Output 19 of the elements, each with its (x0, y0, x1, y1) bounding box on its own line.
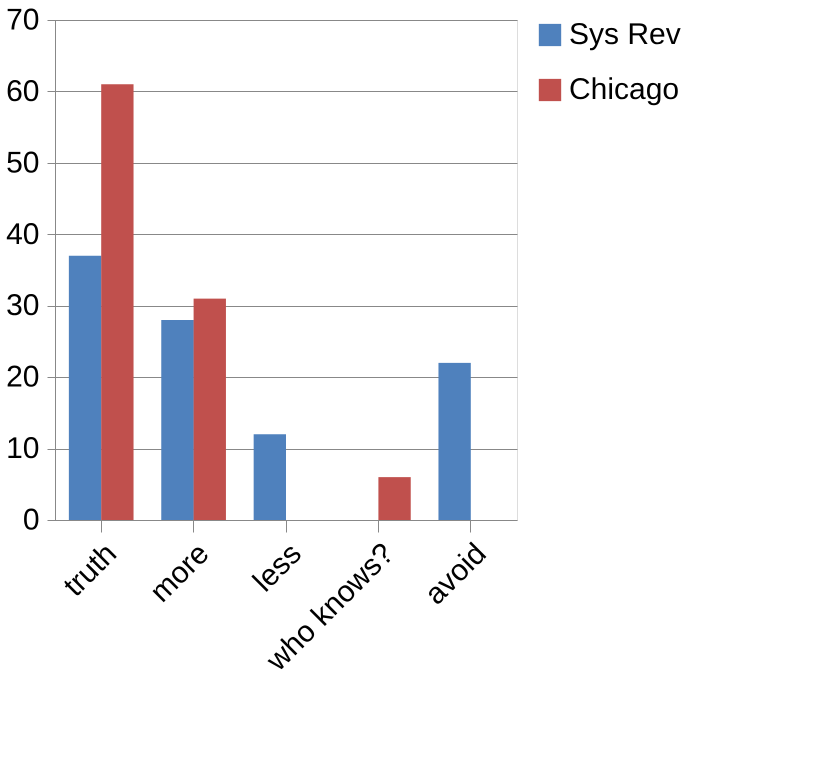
bar (101, 84, 134, 520)
x-tick-label: truth (57, 537, 124, 603)
y-tick-label: 10 (6, 432, 40, 466)
y-tick-label: 40 (6, 218, 40, 251)
legend-label: Sys Rev (569, 18, 681, 51)
bar (254, 434, 286, 520)
x-tick-label: less (246, 537, 308, 598)
bar (194, 298, 226, 520)
y-tick-label: 70 (6, 4, 40, 36)
y-tick-label: 60 (6, 74, 40, 108)
bar (161, 320, 194, 520)
legend-label: Chicago (569, 73, 680, 106)
y-tick-label: 30 (6, 289, 40, 322)
y-tick-label: 20 (6, 360, 40, 394)
y-tick-label: 0 (22, 504, 40, 536)
bar (438, 362, 471, 520)
bar (68, 256, 102, 520)
bar (378, 477, 411, 520)
y-tick-label: 50 (6, 146, 40, 180)
